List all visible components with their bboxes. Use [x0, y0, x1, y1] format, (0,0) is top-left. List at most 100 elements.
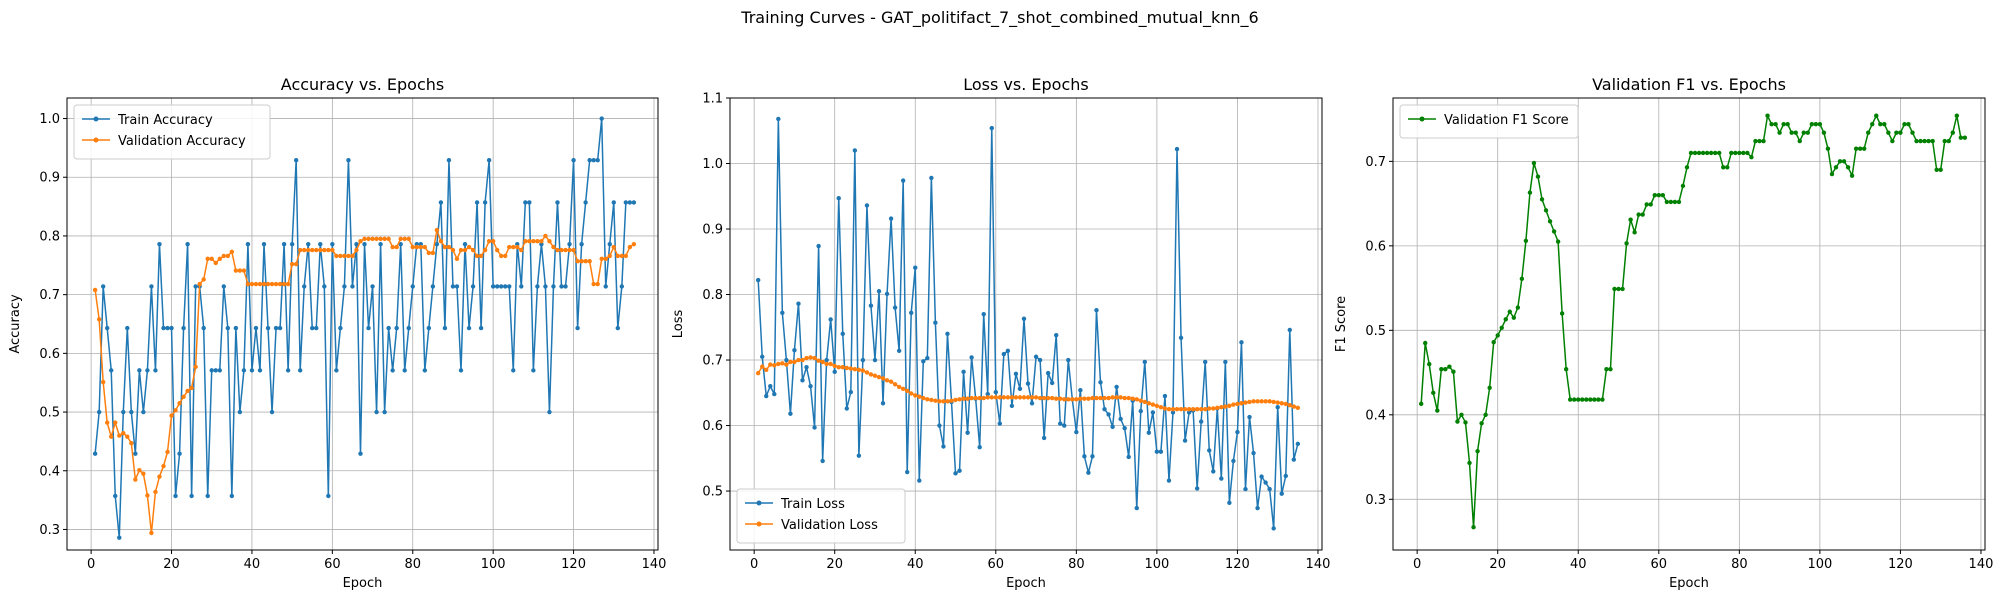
- data-point: [1001, 395, 1007, 400]
- data-point: [1757, 138, 1762, 144]
- y-tick-label: 0.8: [702, 288, 723, 303]
- data-point: [575, 258, 580, 264]
- x-tick-label: 40: [244, 557, 261, 572]
- data-point: [1005, 395, 1011, 400]
- data-point: [989, 125, 994, 131]
- data-point: [446, 244, 452, 250]
- data-point: [1894, 130, 1899, 135]
- data-point: [1186, 406, 1192, 412]
- data-point: [792, 348, 797, 353]
- data-point: [1853, 146, 1859, 151]
- data-point: [1106, 412, 1111, 417]
- data-point: [1882, 121, 1887, 127]
- data-point: [1447, 364, 1452, 369]
- data-point: [1555, 239, 1561, 244]
- data-point: [1837, 159, 1843, 164]
- data-point: [261, 241, 267, 247]
- data-point: [1279, 491, 1284, 496]
- data-point: [1098, 395, 1103, 401]
- data-point: [555, 247, 560, 253]
- data-point: [1074, 397, 1079, 402]
- data-point: [1058, 421, 1063, 426]
- data-point: [1263, 399, 1268, 404]
- data-point: [884, 378, 890, 383]
- data-point: [1660, 192, 1666, 198]
- data-point: [788, 411, 793, 416]
- data-point: [105, 325, 110, 331]
- data-point: [450, 284, 456, 289]
- data-point: [1721, 165, 1726, 170]
- data-point: [1066, 357, 1071, 363]
- data-point: [1231, 402, 1236, 407]
- data-point: [1636, 212, 1641, 217]
- data-point: [446, 158, 452, 163]
- data-point: [1001, 351, 1007, 357]
- data-point: [1219, 476, 1224, 481]
- data-point: [1271, 526, 1276, 531]
- data-point: [117, 535, 122, 540]
- data-point: [293, 158, 299, 163]
- data-point: [892, 382, 898, 387]
- data-point: [1025, 381, 1031, 386]
- data-point: [499, 284, 504, 289]
- data-point: [1918, 138, 1923, 144]
- data-point: [1054, 332, 1059, 338]
- data-point: [977, 444, 982, 450]
- data-point: [1572, 397, 1577, 402]
- data-point: [1142, 399, 1148, 405]
- data-point: [933, 398, 938, 403]
- data-point: [913, 265, 918, 270]
- data-point: [539, 239, 544, 244]
- data-point: [828, 317, 833, 322]
- data-point: [310, 247, 315, 253]
- data-point: [1527, 190, 1533, 195]
- x-tick-label: 20: [826, 557, 843, 572]
- data-point: [527, 239, 532, 244]
- data-point: [1523, 238, 1529, 243]
- data-point: [1017, 395, 1023, 400]
- x-tick-label: 100: [1144, 557, 1169, 572]
- data-point: [402, 368, 407, 373]
- data-point: [1664, 199, 1670, 205]
- data-point: [1515, 305, 1521, 310]
- data-point: [1455, 419, 1460, 424]
- data-point: [1459, 412, 1464, 418]
- data-point: [905, 388, 910, 394]
- data-point: [426, 250, 432, 256]
- data-point: [1013, 371, 1019, 376]
- data-point: [109, 368, 114, 373]
- data-point: [796, 301, 801, 306]
- data-point: [418, 244, 423, 250]
- data-point: [494, 284, 500, 289]
- data-point: [1886, 130, 1891, 135]
- data-point: [816, 358, 821, 363]
- data-point: [836, 365, 841, 370]
- data-point: [326, 493, 331, 499]
- axes-frame: [1392, 97, 1986, 551]
- x-tick-label: 80: [1068, 557, 1085, 572]
- data-point: [1194, 486, 1200, 491]
- data-point: [462, 241, 468, 247]
- data-point: [1255, 505, 1260, 511]
- x-tick-label: 0: [1413, 557, 1421, 572]
- data-point: [969, 395, 974, 401]
- data-point: [961, 396, 966, 401]
- x-tick-label: 60: [324, 557, 341, 572]
- data-point: [583, 200, 588, 205]
- data-point: [96, 409, 102, 415]
- data-point: [478, 253, 484, 259]
- data-point: [213, 368, 218, 373]
- data-point: [133, 451, 138, 456]
- data-point: [768, 384, 773, 389]
- data-point: [1543, 208, 1549, 213]
- data-point: [125, 325, 130, 331]
- data-point: [957, 397, 962, 402]
- data-point: [1146, 401, 1152, 406]
- data-point: [1519, 276, 1525, 281]
- data-point: [273, 281, 279, 287]
- data-point: [382, 236, 387, 242]
- data-point: [1070, 397, 1075, 402]
- data-point: [314, 247, 319, 253]
- data-point: [1138, 398, 1143, 403]
- data-point: [772, 391, 777, 397]
